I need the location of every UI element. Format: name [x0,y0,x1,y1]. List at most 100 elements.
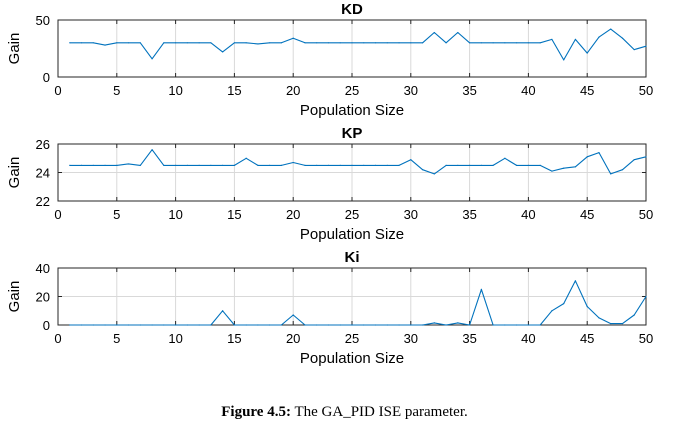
data-point [127,324,130,326]
data-point [386,164,388,166]
data-point [563,303,565,305]
data-point [563,167,565,169]
data-point [551,38,553,40]
data-point [527,164,530,166]
data-point [139,324,141,326]
data-point [480,288,482,290]
y-axis-label: Gain [6,157,23,189]
data-point [269,324,271,326]
x-tick-label: 0 [54,331,61,346]
data-point [574,166,577,168]
x-tick-label: 10 [168,83,182,98]
data-point [374,164,377,166]
x-tick-label: 45 [580,83,594,98]
data-point [186,42,188,44]
x-tick-label: 35 [462,207,476,222]
data-point [175,164,177,166]
data-point [327,42,330,44]
data-point [175,42,177,44]
data-point [116,42,118,44]
data-point [551,170,553,172]
data-point [198,164,200,166]
x-tick-label: 5 [113,331,120,346]
data-point [398,164,400,166]
x-tick-label: 35 [462,331,476,346]
data-point [480,164,482,166]
data-point [163,164,165,166]
data-point [398,42,400,44]
data-point [245,157,247,159]
data-point [645,45,647,47]
data-point [586,305,588,308]
y-axis-label: Gain [6,281,23,313]
data-point [280,42,283,44]
data-point [363,164,365,166]
data-point [292,161,294,164]
data-series-line [69,28,647,61]
data-point [574,38,577,40]
data-point [551,310,553,312]
data-point [574,280,577,282]
data-point [610,28,612,30]
data-point [292,314,294,316]
data-point [445,324,447,326]
data-point [469,164,471,166]
data-point [245,42,247,44]
figure-caption: Figure 4.5: The GA_PID ISE parameter. [0,404,689,421]
data-point [304,42,306,44]
data-point [633,159,635,161]
data-point [457,164,459,166]
data-point [210,42,212,44]
data-point [104,324,106,326]
x-tick-label: 40 [521,331,535,346]
x-tick-label: 50 [639,331,653,346]
data-point [621,37,624,39]
data-point [222,310,224,312]
data-point [151,58,153,60]
data-point [151,149,153,151]
data-point [433,173,435,175]
data-point [598,317,600,319]
data-point [386,42,388,44]
y-tick-label: 50 [36,13,50,28]
data-point [316,42,318,44]
data-point [339,324,341,326]
data-point [410,42,412,44]
data-point [316,164,318,166]
chart-title: Ki [345,249,360,266]
data-point [621,322,624,325]
x-tick-label: 5 [113,207,120,222]
data-point [645,295,647,298]
data-point [504,42,506,44]
data-point [386,324,388,326]
x-tick-label: 25 [345,331,359,346]
x-tick-label: 30 [404,207,418,222]
chart-title: KD [341,1,363,18]
x-axis-label: Population Size [300,350,404,367]
data-point [598,151,600,154]
data-point [351,42,353,44]
data-point [410,324,412,326]
data-point [222,164,224,166]
data-point [198,324,200,326]
x-tick-label: 15 [227,83,241,98]
x-tick-label: 40 [521,207,535,222]
x-tick-label: 0 [54,83,61,98]
data-point [92,324,94,326]
caption-text: The GA_PID ISE parameter. [294,404,468,420]
data-point [445,164,447,166]
data-point [610,173,612,175]
data-point [398,324,400,326]
data-point [339,164,341,166]
data-point [80,42,83,44]
data-point [186,164,188,166]
y-tick-label: 0 [43,318,50,333]
data-point [445,42,447,44]
data-point [127,163,130,165]
subplot-ki: 0 5 10 15 20 25 30 35 40 45 50 0 20 40 Ki Population Si… [6,249,653,367]
data-point [421,169,424,171]
data-point [363,42,365,44]
data-point [516,324,518,326]
data-point [186,324,188,326]
data-point [527,324,530,326]
